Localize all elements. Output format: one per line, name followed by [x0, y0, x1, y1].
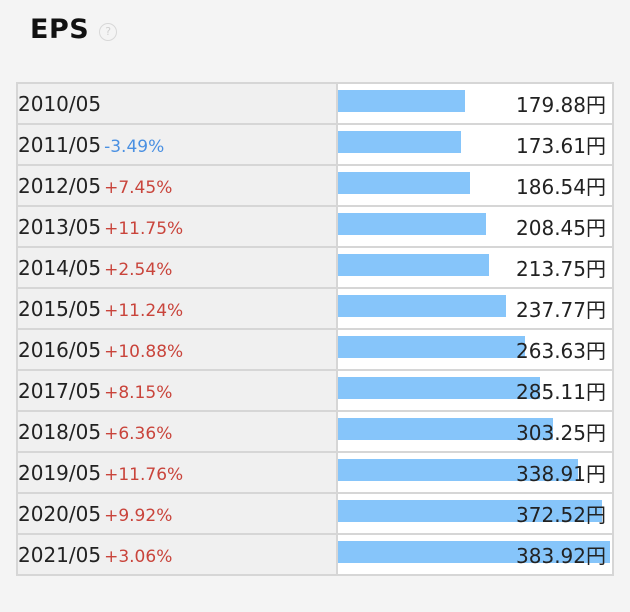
eps-value: 186.54円 [516, 175, 606, 199]
change-percent: +8.15% [104, 382, 173, 403]
eps-value: 208.45円 [516, 216, 606, 240]
change-percent: +3.06% [104, 546, 173, 567]
eps-value: 179.88円 [516, 93, 606, 117]
eps-bar [338, 541, 610, 563]
table-row: 2020/05 +9.92% 372.52円 [16, 492, 614, 535]
year-label: 2018/05 [18, 419, 102, 444]
value-cell: 186.54円 [336, 164, 614, 207]
eps-value: 213.75円 [516, 257, 606, 281]
year-label: 2021/05 [18, 542, 102, 567]
table-row: 2014/05 +2.54% 213.75円 [16, 246, 614, 289]
value-cell: 237.77円 [336, 287, 614, 330]
row-label: 2013/05 +11.75% [16, 205, 338, 248]
value-cell: 303.25円 [336, 410, 614, 453]
row-label: 2021/05 +3.06% [16, 533, 338, 576]
change-percent: +7.45% [104, 177, 173, 198]
help-icon[interactable]: ? [99, 22, 118, 41]
year-label: 2015/05 [18, 296, 102, 321]
row-label: 2010/05 [16, 82, 338, 125]
eps-bar [338, 131, 461, 153]
value-cell: 179.88円 [336, 82, 614, 125]
eps-value: 285.11円 [516, 380, 606, 404]
page-title: EPS [30, 14, 90, 45]
year-label: 2011/05 [18, 132, 102, 157]
change-percent: +10.88% [104, 341, 184, 362]
eps-value: 237.77円 [516, 298, 606, 322]
table-row: 2013/05 +11.75% 208.45円 [16, 205, 614, 248]
eps-value: 303.25円 [516, 421, 606, 445]
header: EPS ? [30, 14, 118, 45]
row-label: 2016/05 +10.88% [16, 328, 338, 371]
table-row: 2010/05 179.88円 [16, 82, 614, 125]
eps-bar [338, 295, 506, 317]
value-cell: 173.61円 [336, 123, 614, 166]
row-label: 2011/05 -3.49% [16, 123, 338, 166]
change-percent: +6.36% [104, 423, 173, 444]
eps-value: 383.92円 [516, 544, 606, 568]
eps-bar [338, 500, 602, 522]
year-label: 2012/05 [18, 173, 102, 198]
year-label: 2016/05 [18, 337, 102, 362]
year-label: 2020/05 [18, 501, 102, 526]
eps-table-body: 2010/05 179.88円 2011/05 -3.49% 173.61円 2012/0… [16, 82, 614, 576]
table-row: 2016/05 +10.88% 263.63円 [16, 328, 614, 371]
value-cell: 338.91円 [336, 451, 614, 494]
row-label: 2017/05 +8.15% [16, 369, 338, 412]
value-cell: 213.75円 [336, 246, 614, 289]
eps-bar [338, 418, 553, 440]
value-cell: 285.11円 [336, 369, 614, 412]
row-label: 2015/05 +11.24% [16, 287, 338, 330]
change-percent: +11.24% [104, 300, 184, 321]
year-label: 2010/05 [18, 91, 102, 116]
change-percent: +11.76% [104, 464, 184, 485]
eps-bar [338, 90, 465, 112]
change-percent: +2.54% [104, 259, 173, 280]
eps-value: 173.61円 [516, 134, 606, 158]
row-label: 2020/05 +9.92% [16, 492, 338, 535]
eps-value: 263.63円 [516, 339, 606, 363]
row-label: 2014/05 +2.54% [16, 246, 338, 289]
year-label: 2019/05 [18, 460, 102, 485]
row-label: 2018/05 +6.36% [16, 410, 338, 453]
year-label: 2013/05 [18, 214, 102, 239]
eps-bar [338, 377, 540, 399]
value-cell: 263.63円 [336, 328, 614, 371]
change-percent: -3.49% [104, 136, 165, 157]
table-row: 2017/05 +8.15% 285.11円 [16, 369, 614, 412]
eps-bar [338, 336, 525, 358]
table-row: 2019/05 +11.76% 338.91円 [16, 451, 614, 494]
change-percent: +9.92% [104, 505, 173, 526]
table-row: 2015/05 +11.24% 237.77円 [16, 287, 614, 330]
eps-bar [338, 213, 486, 235]
value-cell: 208.45円 [336, 205, 614, 248]
eps-value: 372.52円 [516, 503, 606, 527]
eps-bar [338, 459, 578, 481]
year-label: 2014/05 [18, 255, 102, 280]
table-row: 2011/05 -3.49% 173.61円 [16, 123, 614, 166]
row-label: 2012/05 +7.45% [16, 164, 338, 207]
value-cell: 383.92円 [336, 533, 614, 576]
eps-value: 338.91円 [516, 462, 606, 486]
value-cell: 372.52円 [336, 492, 614, 535]
change-percent: +11.75% [104, 218, 184, 239]
eps-bar [338, 254, 489, 276]
table-row: 2021/05 +3.06% 383.92円 [16, 533, 614, 576]
table-row: 2018/05 +6.36% 303.25円 [16, 410, 614, 453]
row-label: 2019/05 +11.76% [16, 451, 338, 494]
eps-table: 2010/05 179.88円 2011/05 -3.49% 173.61円 2012/0… [16, 82, 614, 576]
eps-bar [338, 172, 470, 194]
table-row: 2012/05 +7.45% 186.54円 [16, 164, 614, 207]
year-label: 2017/05 [18, 378, 102, 403]
